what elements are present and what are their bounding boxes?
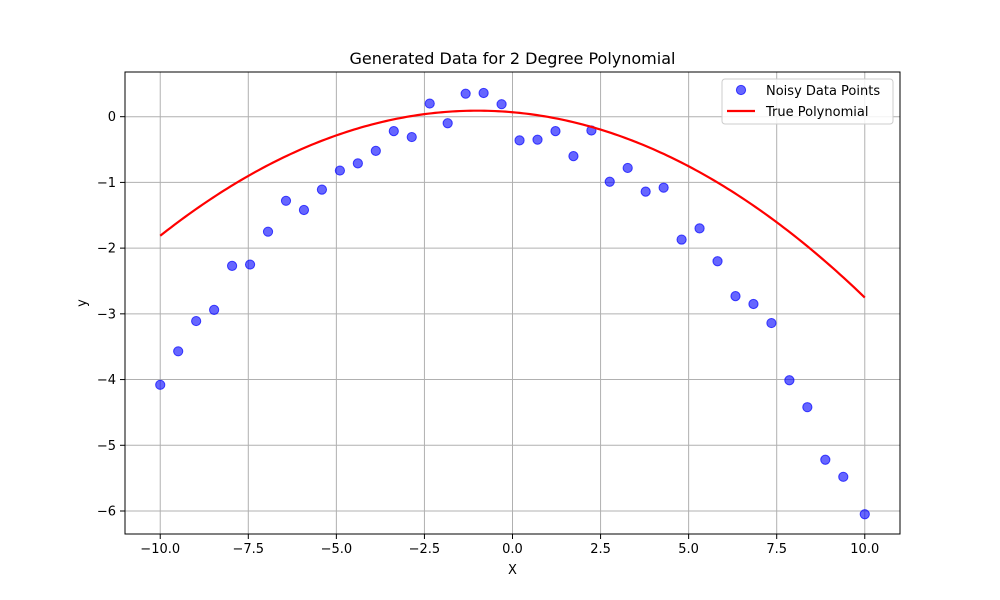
y-tick-label: −2 [97,242,116,257]
chart-title: Generated Data for 2 Degree Polynomial [350,49,676,68]
data-point [316,184,328,195]
legend: Noisy Data Points True Polynomial [721,78,894,125]
legend-label-noisy-data: Noisy Data Points [766,84,880,99]
x-tick-label: 0.0 [502,542,523,557]
data-point [442,118,453,129]
data-point [460,88,471,99]
data-point [550,126,561,137]
x-tick-label: 5.0 [678,542,699,557]
data-point [244,259,256,270]
data-point [352,158,363,169]
legend-marker-noisy-data [735,84,747,96]
y-tick-label: −5 [97,439,116,454]
y-tick-label: −1 [97,176,116,191]
data-point [406,131,417,143]
y-tick-label: −6 [97,504,116,519]
data-point [191,315,202,327]
data-point [784,375,795,386]
data-point [209,304,220,316]
plot-series [155,87,870,520]
data-point [859,509,870,520]
x-tick-label: −10.0 [140,542,180,557]
data-point [370,145,381,156]
y-axis-label: y [75,299,90,307]
polynomial-curve [159,109,866,299]
data-point [514,135,525,146]
data-point [730,290,741,302]
data-point [748,298,759,310]
y-tick-label: −4 [97,373,116,388]
data-point [334,165,345,176]
data-point [298,204,310,216]
data-point [388,126,399,137]
data-point [173,346,184,357]
data-point [712,256,723,267]
data-point [676,234,687,245]
data-point [568,151,579,162]
data-point [262,226,274,237]
y-tick-label: 0 [108,110,116,125]
data-point [424,98,435,109]
legend-label-true-polynomial: True Polynomial [765,105,868,120]
data-point [155,379,166,390]
data-point [478,87,489,99]
data-point [658,182,669,193]
y-tick-label: −3 [97,307,116,322]
data-point [820,454,831,465]
data-point [838,471,849,482]
x-tick-label: −7.5 [233,542,265,557]
x-tick-label: 10.0 [850,542,879,557]
x-tick-label: 2.5 [590,542,611,557]
data-point [622,162,633,174]
data-point [532,134,543,145]
legend-box [721,78,894,125]
data-point [280,195,292,206]
data-point [694,223,705,234]
x-tick-label: 7.5 [766,542,787,557]
data-point [496,99,507,110]
x-axis-label: X [508,563,517,578]
x-tick-label: −2.5 [409,542,441,557]
data-point [802,402,813,413]
data-point [640,186,651,197]
data-point [604,176,615,187]
axis-ticks: −10.0 −7.5 −5.0 −2.5 0.0 2.5 5.0 7.5 10.0 0 −1 −2 −3… [97,110,879,557]
data-point [766,317,777,329]
grid-lines [125,72,900,534]
x-tick-label: −5.0 [321,542,353,557]
data-point [226,260,238,271]
